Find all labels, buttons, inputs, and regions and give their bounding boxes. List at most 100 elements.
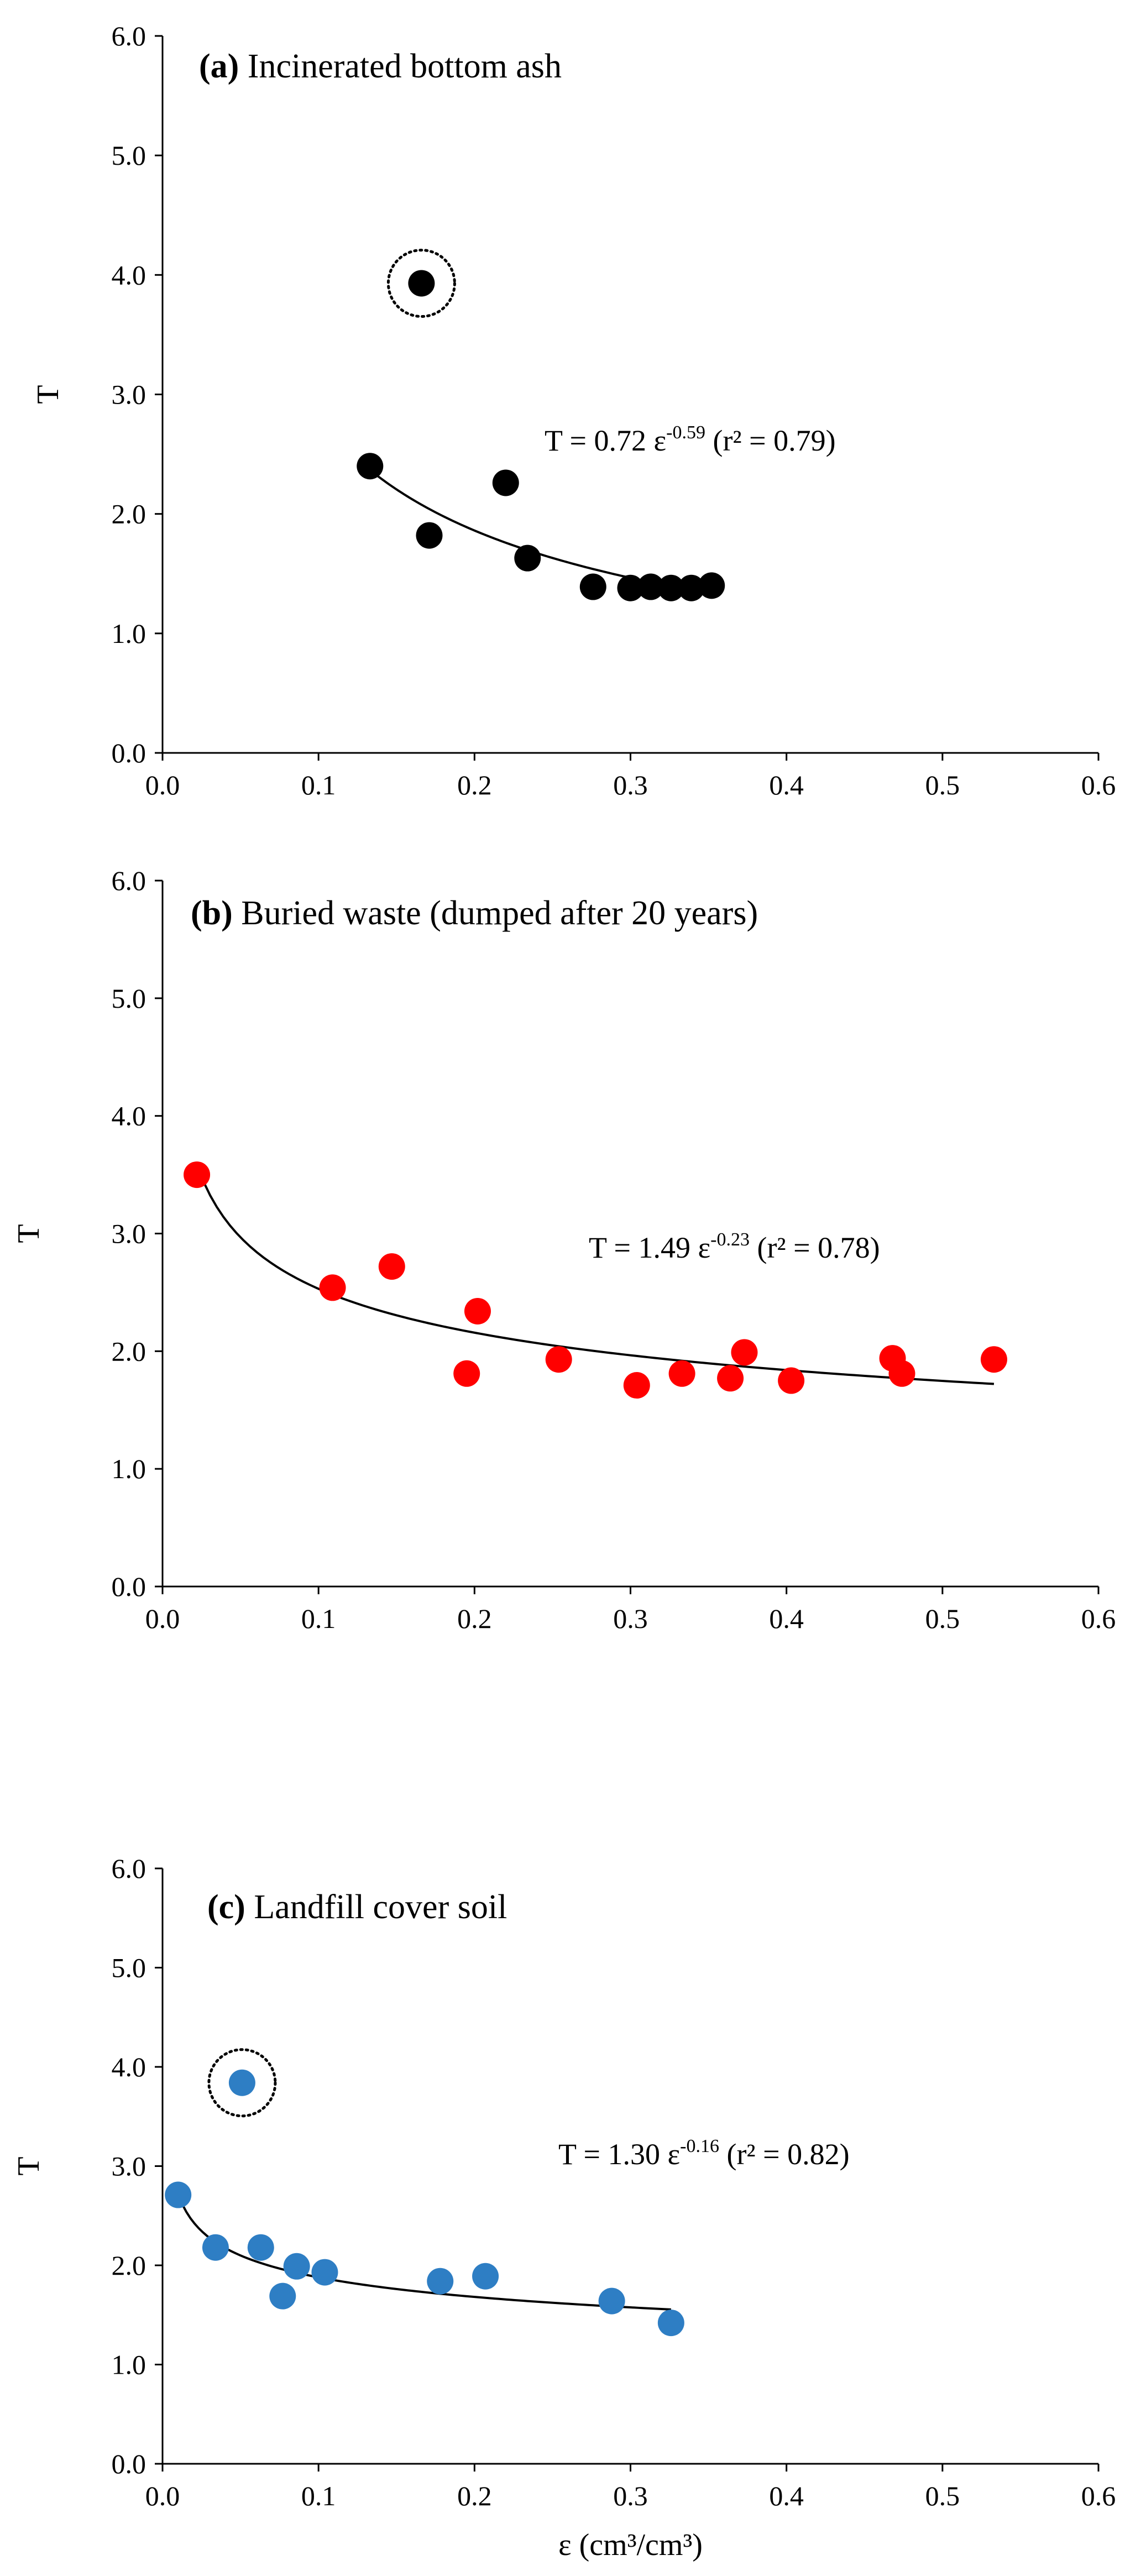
fit-equation: T = 1.49 ε-0.23 (r² = 0.78) bbox=[589, 1229, 880, 1264]
data-point bbox=[464, 1297, 491, 1324]
data-point bbox=[319, 1274, 346, 1301]
x-tick-label: 0.4 bbox=[769, 1603, 804, 1634]
chart-title: (a) Incinerated bottom ash bbox=[199, 48, 562, 85]
x-tick-label: 0.0 bbox=[145, 2480, 180, 2511]
y-tick-label: 4.0 bbox=[112, 1101, 146, 1132]
fit-curve bbox=[177, 2193, 671, 2311]
data-point bbox=[731, 1339, 758, 1366]
x-tick-label: 0.3 bbox=[613, 769, 648, 800]
data-point bbox=[717, 1365, 744, 1392]
data-point bbox=[678, 574, 705, 601]
y-tick-label: 6.0 bbox=[112, 1853, 146, 1884]
panel-title-text: Landfill cover soil bbox=[245, 1888, 507, 1926]
data-point bbox=[888, 1360, 915, 1387]
x-tick-label: 0.2 bbox=[457, 2480, 492, 2511]
outlier-point bbox=[228, 2069, 255, 2096]
data-point bbox=[202, 2234, 229, 2261]
x-tick-label: 0.4 bbox=[769, 2480, 804, 2511]
x-tick-label: 0.3 bbox=[613, 1603, 648, 1634]
chart-title: (c) Landfill cover soil bbox=[207, 1888, 507, 1926]
y-tick-label: 4.0 bbox=[112, 259, 146, 290]
y-tick-label: 0.0 bbox=[112, 1571, 146, 1602]
x-axis-label: ε (cm³/cm³) bbox=[558, 2528, 703, 2562]
data-point bbox=[453, 1360, 480, 1387]
data-point bbox=[579, 573, 606, 600]
y-tick-label: 1.0 bbox=[112, 2349, 146, 2380]
y-tick-label: 4.0 bbox=[112, 2051, 146, 2082]
x-tick-label: 0.2 bbox=[457, 1603, 492, 1634]
data-point bbox=[545, 1346, 572, 1373]
x-tick-label: 0.1 bbox=[301, 769, 336, 800]
data-point bbox=[598, 2287, 625, 2315]
x-tick-label: 0.6 bbox=[1081, 1603, 1116, 1634]
y-tick-label: 3.0 bbox=[112, 379, 146, 410]
y-axis-label: T bbox=[12, 1224, 46, 1243]
panel-id: (b) bbox=[191, 894, 233, 932]
y-tick-label: 3.0 bbox=[112, 2151, 146, 2182]
data-point bbox=[778, 1367, 805, 1394]
x-tick-label: 0.6 bbox=[1081, 769, 1116, 800]
data-point bbox=[269, 2282, 296, 2310]
y-tick-label: 0.0 bbox=[112, 737, 146, 768]
fit-curve bbox=[196, 1164, 995, 1385]
data-point bbox=[283, 2253, 310, 2280]
y-tick-label: 2.0 bbox=[112, 2250, 146, 2281]
panel-id: (c) bbox=[207, 1888, 245, 1926]
y-tick-label: 1.0 bbox=[112, 618, 146, 649]
outlier-point bbox=[408, 270, 435, 297]
x-tick-label: 0.4 bbox=[769, 769, 804, 800]
data-point bbox=[668, 1360, 695, 1387]
data-point bbox=[427, 2268, 454, 2295]
data-point bbox=[637, 573, 664, 600]
x-tick-label: 0.3 bbox=[613, 2480, 648, 2511]
outlier-ring bbox=[207, 2048, 277, 2118]
data-point bbox=[416, 522, 443, 549]
y-tick-label: 2.0 bbox=[112, 1336, 146, 1366]
chart-title: (b) Buried waste (dumped after 20 years) bbox=[191, 894, 758, 932]
y-tick-label: 6.0 bbox=[112, 865, 146, 896]
x-tick-label: 0.6 bbox=[1081, 2480, 1116, 2511]
data-point bbox=[184, 1161, 211, 1188]
y-tick-label: 5.0 bbox=[112, 1952, 146, 1983]
data-point bbox=[357, 453, 384, 480]
data-point bbox=[472, 2263, 499, 2290]
panel-title-text: Buried waste (dumped after 20 years) bbox=[233, 894, 758, 932]
y-tick-label: 3.0 bbox=[112, 1218, 146, 1249]
panel-id: (a) bbox=[199, 48, 239, 85]
data-point bbox=[698, 572, 725, 599]
x-tick-label: 0.5 bbox=[925, 2480, 960, 2511]
chart-panel-1: 0.0 1.0 2.0 3.0 4.0 5.0 6.0 0.0 0.1 0.2 0.3 0.4 0.5 0… bbox=[31, 20, 1116, 800]
data-point bbox=[514, 544, 541, 572]
chart-panel-2: 0.0 1.0 2.0 3.0 4.0 5.0 6.0 0.0 0.1 0.2 0.3 0.4 0.5 0… bbox=[12, 865, 1116, 1634]
x-tick-label: 0.1 bbox=[301, 2480, 336, 2511]
outlier-ring bbox=[386, 248, 456, 318]
x-tick-label: 0.2 bbox=[457, 769, 492, 800]
data-point bbox=[492, 469, 519, 496]
x-tick-label: 0.5 bbox=[925, 769, 960, 800]
x-tick-label: 0.5 bbox=[925, 1603, 960, 1634]
y-tick-label: 5.0 bbox=[112, 140, 146, 171]
panel-title-text: Incinerated bottom ash bbox=[239, 48, 562, 85]
y-axis-label: T bbox=[12, 2156, 46, 2175]
data-point bbox=[247, 2234, 274, 2261]
y-tick-label: 0.0 bbox=[112, 2448, 146, 2479]
y-tick-label: 6.0 bbox=[112, 20, 146, 51]
chart-panel-3: 0.0 1.0 2.0 3.0 4.0 5.0 6.0 0.0 0.1 0.2 0.3 0.4 0.5 0… bbox=[12, 1853, 1116, 2562]
fit-equation: T = 1.30 ε-0.16 (r² = 0.82) bbox=[558, 2136, 850, 2171]
data-point bbox=[311, 2259, 338, 2286]
x-tick-label: 0.0 bbox=[145, 1603, 180, 1634]
data-point bbox=[165, 2181, 192, 2208]
data-point bbox=[378, 1253, 405, 1280]
y-tick-label: 2.0 bbox=[112, 499, 146, 530]
data-point bbox=[980, 1346, 1007, 1373]
data-point bbox=[657, 574, 684, 601]
fit-equation: T = 0.72 ε-0.59 (r² = 0.79) bbox=[545, 422, 836, 457]
x-tick-label: 0.1 bbox=[301, 1603, 336, 1634]
data-point bbox=[617, 574, 644, 601]
y-tick-label: 5.0 bbox=[112, 983, 146, 1014]
data-point bbox=[657, 2310, 684, 2337]
x-tick-label: 0.0 bbox=[145, 769, 180, 800]
data-point bbox=[623, 1372, 650, 1399]
y-axis-label: T bbox=[31, 385, 65, 404]
